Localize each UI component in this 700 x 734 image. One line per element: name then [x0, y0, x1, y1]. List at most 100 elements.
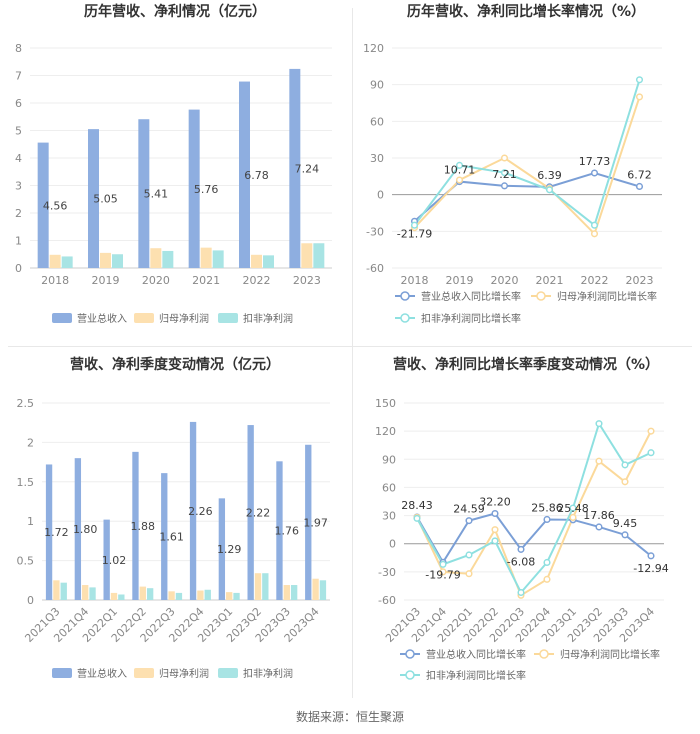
legend-swatch — [52, 668, 72, 678]
legend-label: 营业总收入同比增长率 — [426, 648, 526, 661]
y-tick-label: 90 — [370, 79, 384, 92]
y-tick-label: 8 — [15, 42, 22, 55]
bar-deducted-profit — [212, 250, 224, 268]
legend-label: 营业总收入 — [77, 667, 127, 680]
data-point — [647, 449, 655, 457]
x-tick-label: 2021 — [536, 274, 564, 287]
bar-deducted-profit — [319, 580, 327, 600]
bar-deducted-profit — [204, 589, 211, 600]
bar-net-profit — [139, 586, 146, 600]
x-tick-label: 2019 — [92, 274, 120, 287]
data-point — [500, 182, 509, 190]
x-tick-label: 2018 — [41, 274, 69, 287]
bar-net-profit — [53, 580, 60, 600]
bar-net-profit — [251, 254, 262, 268]
data-point — [621, 478, 629, 486]
bar-net-profit — [100, 252, 111, 268]
line-data-label: 24.59 — [453, 503, 485, 516]
chart-title: 营收、净利季度变动情况（亿元） — [70, 356, 280, 373]
bar-revenue — [37, 142, 49, 268]
bar-revenue — [161, 473, 168, 600]
bar-net-profit — [254, 573, 262, 600]
bar-revenue — [74, 458, 82, 600]
series-line-net-profit — [416, 430, 652, 597]
annual-values-chart: 历年营收、净利情况（亿元） 0 1 2 3 4 5 6 7 8 2018 2019 2020 2021 20… — [15, 3, 332, 325]
bar-data-label: 5.41 — [144, 188, 169, 201]
line-data-label: 9.45 — [613, 517, 638, 530]
bar-revenue — [276, 461, 283, 600]
data-point — [413, 514, 421, 522]
legend-label: 归母净利润同比增长率 — [557, 290, 657, 303]
quarterly-values-chart: 营收、净利季度变动情况（亿元）00.511.522.52021Q32021Q42… — [17, 356, 330, 680]
data-point — [569, 504, 577, 512]
series-line-net-profit — [413, 96, 641, 236]
bar-net-profit — [200, 247, 212, 268]
bar-data-label: 6.78 — [244, 169, 269, 182]
x-tick-label: 2019 — [446, 274, 474, 287]
data-point — [491, 537, 499, 545]
y-tick-label: 0 — [27, 594, 34, 607]
bar-deducted-profit — [61, 256, 73, 268]
bar-data-label: 1.80 — [73, 523, 98, 536]
y-tick-label: 3 — [15, 180, 22, 193]
bar-revenue — [289, 68, 301, 269]
data-point — [635, 182, 644, 191]
data-point — [647, 427, 655, 435]
line-data-label: 10.71 — [444, 164, 476, 177]
data-point — [621, 531, 629, 539]
bar-data-label: 4.56 — [43, 199, 68, 212]
bar-data-label: 1.72 — [44, 526, 69, 539]
data-point — [569, 513, 577, 521]
y-tick-label: 4 — [15, 152, 22, 165]
x-tick-label: 2023 — [293, 274, 321, 287]
data-point — [543, 575, 551, 583]
bar-data-label: 2.22 — [246, 507, 271, 520]
bar-deducted-profit — [262, 573, 269, 600]
line-data-label: -21.79 — [397, 227, 432, 240]
x-tick-label: 2020 — [491, 274, 519, 287]
bar-net-profit — [301, 243, 313, 268]
series-line-deducted-profit — [413, 79, 641, 227]
y-tick-label: 90 — [382, 453, 396, 466]
data-point — [465, 570, 473, 578]
y-tick-label: 120 — [375, 425, 396, 438]
y-tick-label: 2 — [27, 436, 34, 449]
bar-deducted-profit — [118, 594, 125, 600]
legend-swatch — [134, 668, 154, 678]
y-tick-label: 0.5 — [17, 555, 35, 568]
series-line-revenue — [416, 512, 652, 565]
line-data-label: 6.39 — [537, 169, 562, 182]
line-data-label: 32.20 — [479, 496, 511, 509]
bar-net-profit — [168, 591, 175, 600]
legend-swatch — [218, 313, 238, 323]
bar-net-profit — [82, 585, 89, 600]
y-tick-label: 1 — [27, 515, 34, 528]
bar-data-label: 1.76 — [275, 525, 300, 538]
legend-label: 营业总收入同比增长率 — [421, 290, 521, 303]
y-tick-label: 1 — [15, 235, 22, 248]
legend-swatch — [134, 313, 154, 323]
legend-label: 归母净利润 — [159, 667, 209, 680]
legend-label: 归母净利润 — [159, 312, 209, 325]
quarterly-growth-chart: 营收、净利同比增长率季度变动情况（%）-60-30030609012015020… — [375, 356, 669, 682]
bar-deducted-profit — [112, 254, 123, 268]
legend-label: 营业总收入 — [77, 312, 127, 325]
bar-deducted-profit — [290, 585, 298, 600]
bar-deducted-profit — [60, 582, 67, 600]
bar-data-label: 1.29 — [217, 543, 242, 556]
data-point — [439, 560, 447, 568]
bar-revenue — [132, 451, 139, 600]
x-tick-label: 2023 — [626, 274, 654, 287]
bar-data-label: 1.02 — [102, 554, 127, 567]
data-point — [590, 169, 599, 177]
bar-deducted-profit — [146, 588, 154, 600]
annual-growth-chart: 历年营收、净利同比增长率情况（%） -60 -30 0 30 60 90 120 2018 201… — [363, 3, 662, 325]
data-point — [621, 461, 629, 469]
bar-revenue — [88, 129, 99, 268]
bar-deducted-profit — [233, 592, 240, 600]
horizontal-divider — [8, 346, 692, 347]
bar-data-label: 2.26 — [188, 505, 213, 518]
data-point — [595, 457, 603, 465]
data-point — [465, 551, 473, 559]
bar-data-label: 5.76 — [194, 183, 219, 196]
